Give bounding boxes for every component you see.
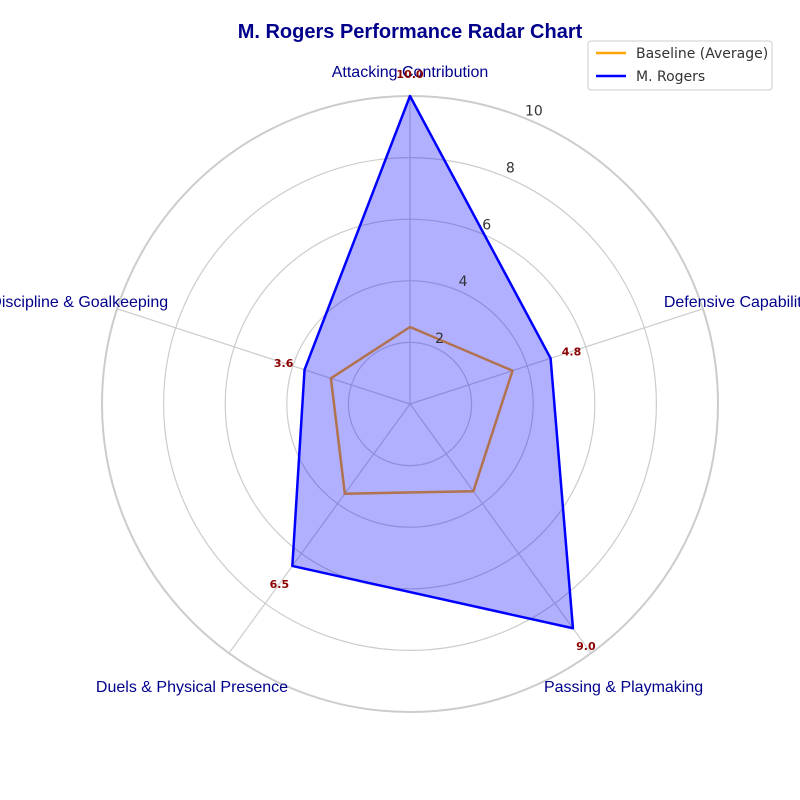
legend-box (587, 40, 773, 91)
category-labels: Attacking Contribution Defensive Capabili… (0, 64, 800, 696)
radial-tick-label: 10 (525, 103, 543, 119)
grid-spoke (409, 403, 592, 654)
series-rogers (291, 94, 575, 630)
category-label: Duels & Physical Presence (96, 679, 288, 696)
radial-tick-label: 2 (435, 331, 444, 347)
data-labels: 10.0 4.8 9.0 6.5 3.6 (270, 68, 596, 653)
radial-tick-label: 4 (459, 274, 468, 290)
category-label: Defensive Capability (664, 294, 800, 311)
data-label: 4.8 (562, 346, 582, 359)
chart-title: M. Rogers Performance Radar Chart (238, 21, 583, 43)
grid-spoke (409, 308, 704, 405)
radial-tick-labels: 2 4 6 8 10 (435, 103, 543, 347)
category-label: Discipline & Goalkeeping (0, 294, 168, 311)
radial-tick-label: 6 (482, 217, 491, 233)
data-label: 3.6 (274, 357, 294, 370)
grid-spoke (228, 403, 411, 654)
legend: Baseline (Average) M. Rogers (587, 40, 773, 91)
category-label: Passing & Playmaking (544, 679, 703, 696)
data-label: 9.0 (576, 640, 596, 653)
category-label: Attacking Contribution (332, 64, 489, 81)
grid-spoke (116, 308, 411, 405)
radar-spokes (116, 96, 704, 654)
legend-label-rogers: M. Rogers (636, 69, 705, 85)
data-label: 10.0 (396, 68, 423, 81)
radial-tick-label: 8 (506, 160, 515, 176)
data-label: 6.5 (270, 578, 290, 591)
legend-label-baseline: Baseline (Average) (636, 46, 768, 62)
radar-series (291, 94, 575, 630)
series-baseline (329, 325, 514, 495)
